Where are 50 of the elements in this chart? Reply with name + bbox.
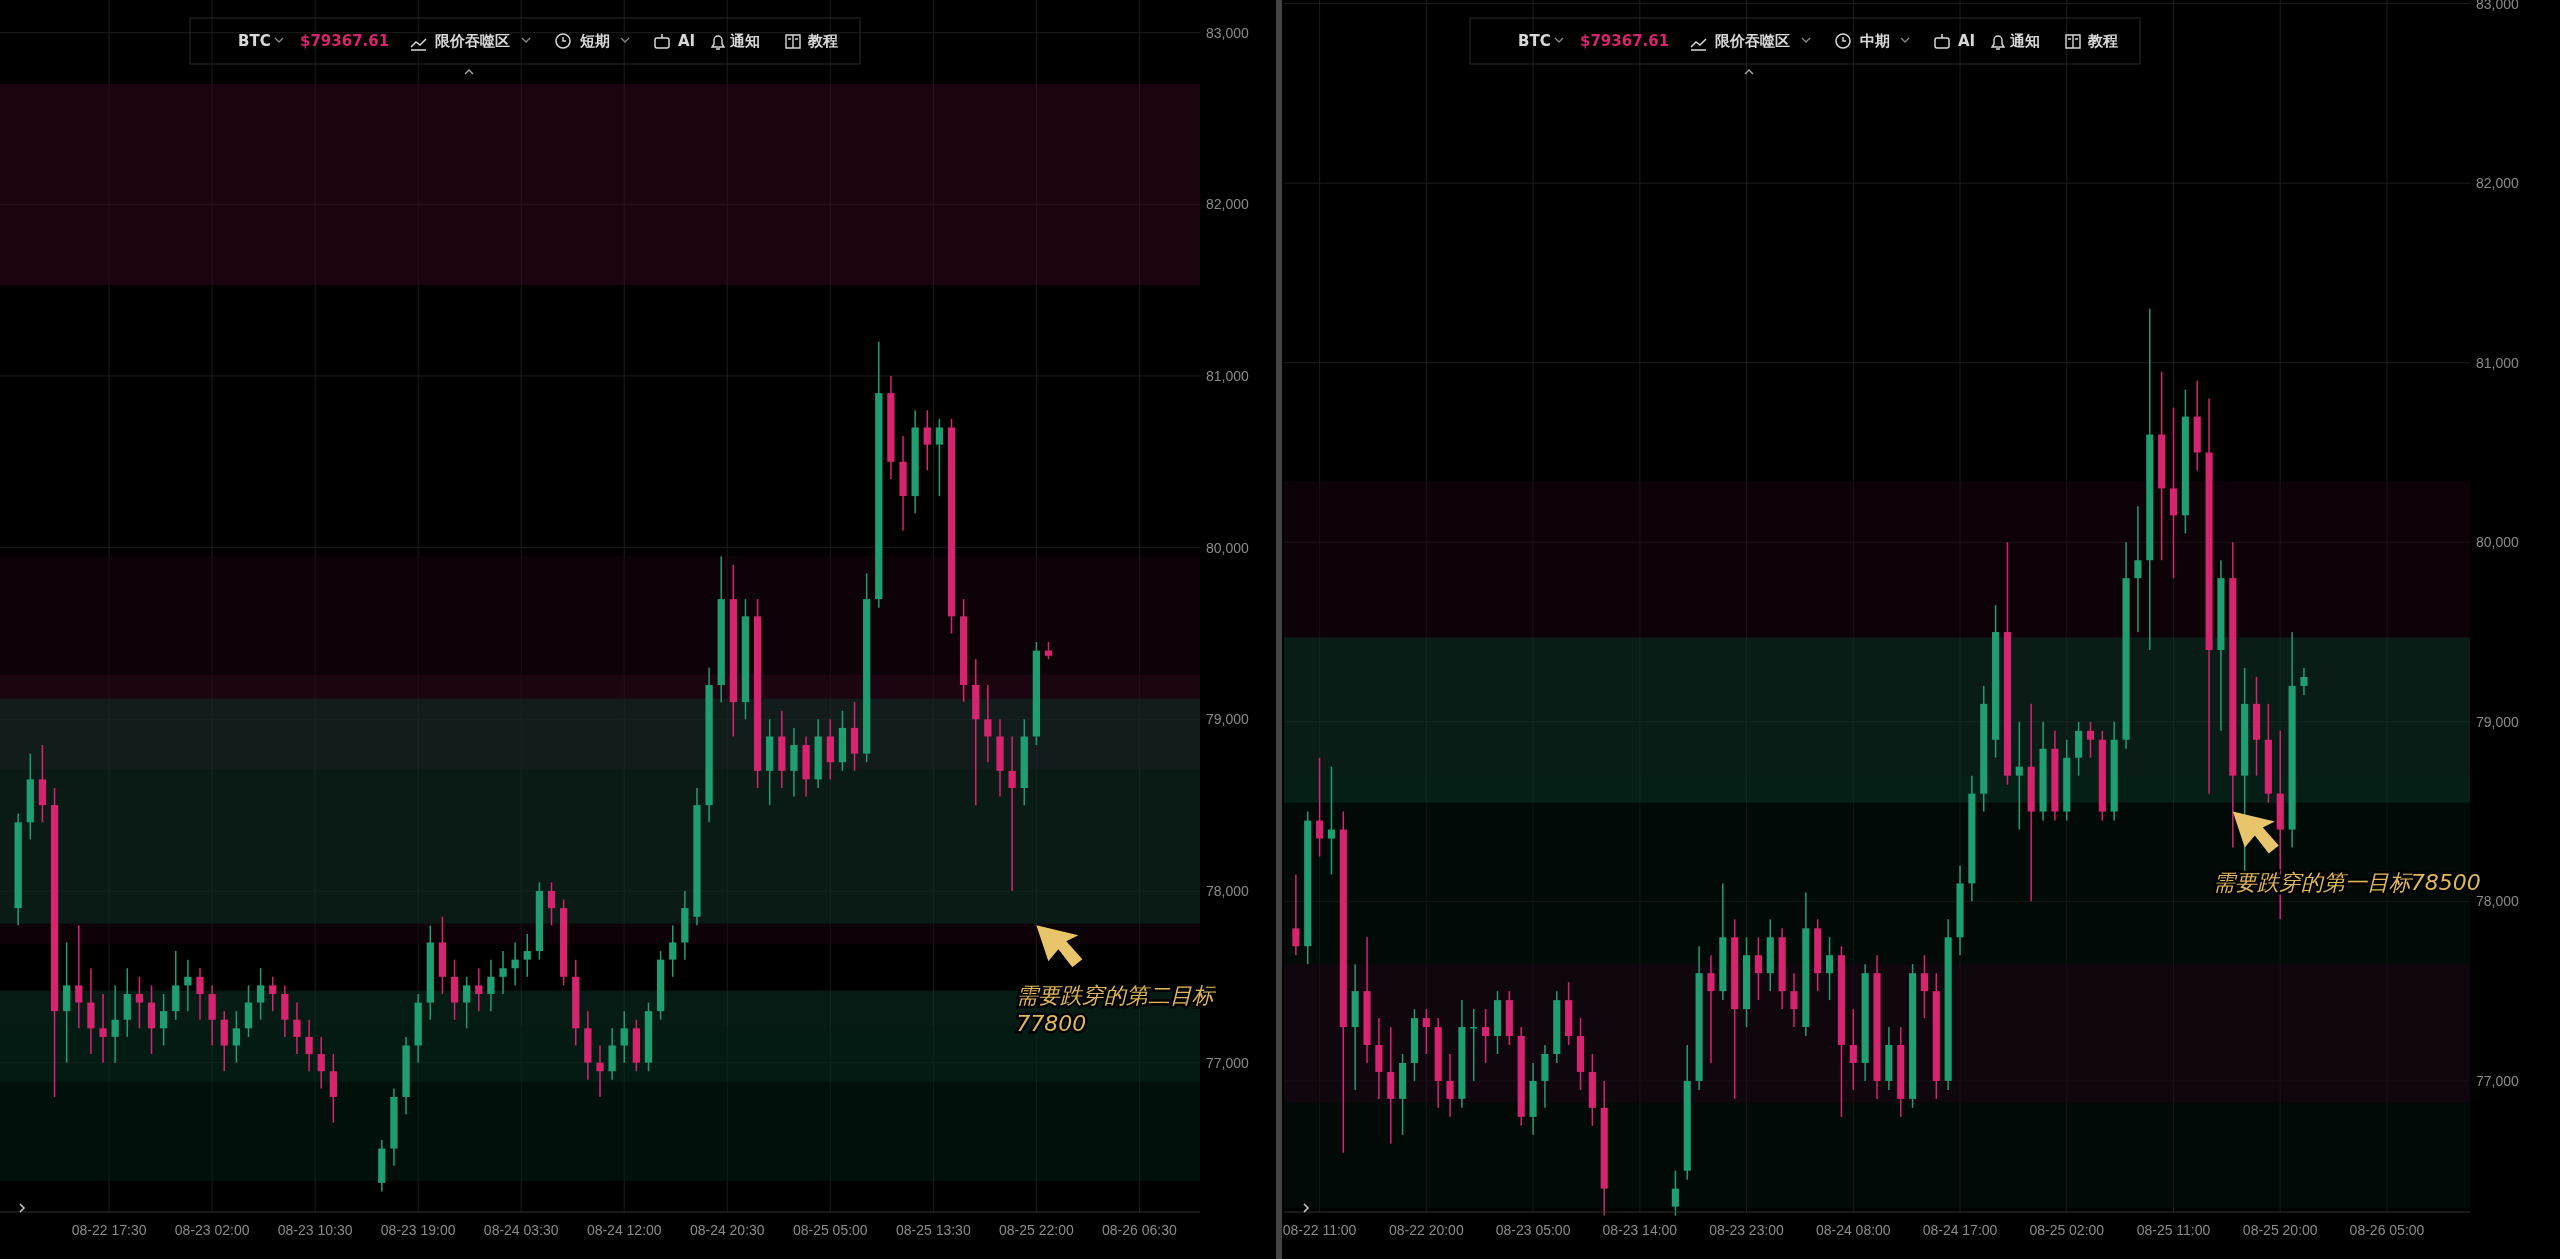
- y-tick-label: 82,000: [2476, 175, 2520, 192]
- x-tick-label: 08-23 02:00: [174, 1222, 250, 1238]
- annotation: 教程: [807, 32, 838, 50]
- annotation: 通知: [2009, 32, 2040, 50]
- y-tick-label: 80,000: [1206, 539, 1250, 556]
- x-tick-label: 08-25 20:00: [2242, 1222, 2318, 1238]
- annotation: 需要跌穿的第二目标 77800: [1016, 983, 1218, 1037]
- x-tick-label: 08-26 06:30: [1102, 1222, 1177, 1238]
- y-tick-label: 81,000: [1206, 367, 1250, 384]
- y-tick-label: 83,000: [1206, 24, 1250, 41]
- annotation: 限价吞噬区: [435, 32, 510, 50]
- x-tick-label: 08-23 05:00: [1495, 1222, 1571, 1238]
- x-tick-label: 08-22 17:30: [71, 1222, 147, 1238]
- annotation: $79367.61: [300, 32, 390, 50]
- x-tick-label: 08-25 13:30: [895, 1222, 971, 1238]
- y-tick-label: 78,000: [1206, 882, 1250, 899]
- x-tick-label: 08-23 19:00: [380, 1222, 456, 1238]
- y-tick-label: 81,000: [2476, 354, 2520, 371]
- annotation: 中期: [1860, 32, 1890, 50]
- x-tick-label: 08-25 22:00: [999, 1222, 1074, 1238]
- y-tick-label: 77,000: [1206, 1054, 1250, 1071]
- x-tick-label: 08-25 05:00: [792, 1222, 868, 1238]
- annotation: 短期: [579, 32, 610, 50]
- annotation: AI: [678, 32, 696, 50]
- x-tick-label: 08-24 08:00: [1815, 1222, 1891, 1238]
- y-tick-label: 79,000: [1206, 711, 1250, 728]
- x-tick-label: 08-26 05:00: [2349, 1222, 2425, 1238]
- y-tick-label: 77,000: [2476, 1072, 2520, 1089]
- x-tick-label: 08-25 11:00: [2136, 1222, 2211, 1238]
- y-tick-label: 80,000: [2476, 534, 2520, 551]
- x-tick-label: 08-24 17:00: [1922, 1222, 1998, 1238]
- x-tick-label: 08-24 12:00: [586, 1222, 662, 1238]
- x-tick-label: 08-23 14:00: [1602, 1222, 1678, 1238]
- annotation: $79367.61: [1580, 32, 1670, 50]
- annotation: BTC: [1518, 32, 1551, 50]
- x-tick-label: 08-23 10:30: [277, 1222, 353, 1238]
- x-tick-label: 08-24 03:30: [483, 1222, 559, 1238]
- annotation: AI: [1958, 32, 1976, 50]
- x-tick-label: 08-22 20:00: [1388, 1222, 1464, 1238]
- x-tick-label: 08-24 20:30: [689, 1222, 765, 1238]
- y-tick-label: 78,000: [2476, 893, 2520, 910]
- y-tick-label: 79,000: [2476, 713, 2520, 730]
- x-tick-label: 08-22 11:00: [1282, 1222, 1357, 1238]
- annotation: 限价吞噬区: [1715, 32, 1790, 50]
- y-tick-label: 82,000: [1206, 196, 1250, 213]
- annotation: BTC: [238, 32, 271, 50]
- x-tick-label: 08-25 02:00: [2029, 1222, 2105, 1238]
- x-tick-label: 08-23 23:00: [1709, 1222, 1785, 1238]
- annotation: 教程: [2087, 32, 2118, 50]
- annotation: 通知: [729, 32, 760, 50]
